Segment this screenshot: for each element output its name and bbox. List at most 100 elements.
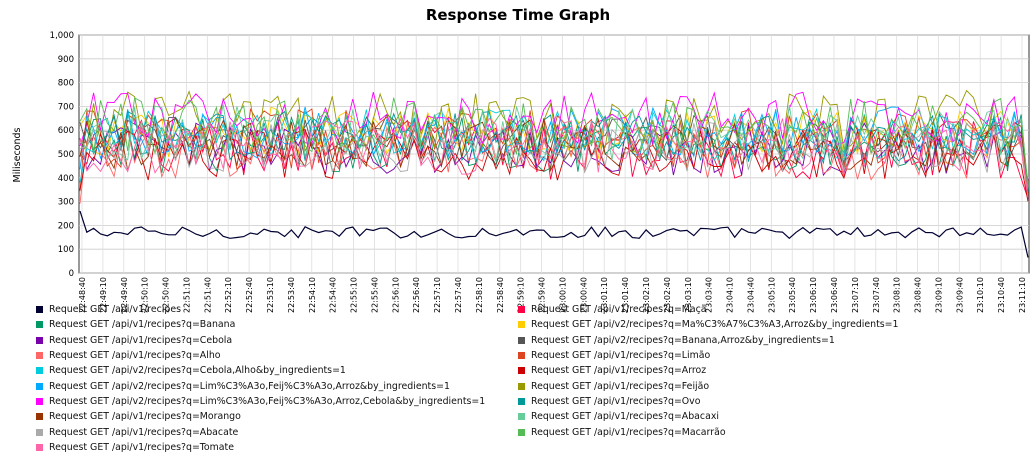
series-line	[79, 104, 1029, 189]
x-tick-label: 23:10:40	[997, 277, 1006, 313]
legend-swatch	[36, 443, 43, 451]
x-tick-label: 22:55:10	[350, 277, 359, 313]
legend-label: Request GET /api/v1/recipes?q=Alho	[49, 350, 221, 362]
x-tick-label: 23:08:10	[893, 277, 902, 313]
legend-label: Request GET /api/v1/recipes?q=Ovo	[531, 395, 701, 407]
x-tick-label: 22:57:10	[433, 277, 442, 313]
legend-item: Request GET /api/v2/recipes?q=Lim%C3%A3o…	[36, 394, 518, 409]
legend-item: Request GET /api/v1/recipes?q=Cebola	[36, 333, 518, 348]
legend-item: Request GET /api/v1/recipes?q=Macarrão	[518, 424, 1000, 439]
legend-label: Request GET /api/v1/recipes?q=Banana	[49, 319, 236, 331]
legend-label: Request GET /api/v1/recipes?q=Cebola	[49, 334, 233, 346]
legend-label: Request GET /api/v1/recipes?q=Arroz	[531, 365, 707, 377]
y-tick-label: 800	[58, 79, 74, 89]
chart-legend: Request GET /api/v1/recipes Request GET /…	[36, 302, 1026, 455]
y-axis-label: Miliseconds	[12, 127, 23, 182]
x-tick-label: 23:09:40	[955, 277, 964, 313]
series-line	[79, 210, 1029, 258]
legend-item: Request GET /api/v1/recipes?q=Abacaxi	[518, 409, 1000, 424]
x-tick-label: 22:53:10	[266, 277, 275, 313]
x-tick-label: 22:53:40	[287, 277, 296, 313]
y-tick-label: 100	[58, 245, 74, 255]
legend-label: Request GET /api/v1/recipes?q=Feijão	[531, 380, 710, 392]
series-line	[79, 91, 1029, 181]
legend-label: Request GET /api/v1/recipes?q=Abacate	[49, 426, 239, 438]
legend-swatch	[518, 367, 525, 375]
x-tick-label: 23:02:10	[642, 277, 651, 313]
legend-label: Request GET /api/v2/recipes?q=Ma%C3%A7%C…	[531, 319, 899, 331]
y-tick-label: 900	[58, 55, 74, 65]
y-tick-label: 1,000	[50, 31, 74, 41]
legend-swatch	[518, 321, 525, 329]
x-tick-label: 23:10:10	[976, 277, 985, 313]
legend-label: Request GET /api/v2/recipes?q=Cebola,Alh…	[49, 365, 346, 377]
x-tick-label: 23:00:40	[579, 277, 588, 313]
x-tick-label: 23:06:10	[809, 277, 818, 313]
x-tick-label: 22:57:40	[454, 277, 463, 313]
y-tick-label: 600	[58, 126, 74, 136]
x-tick-label: 22:58:40	[496, 277, 505, 313]
y-tick-label: 200	[58, 221, 74, 231]
legend-item: Request GET /api/v1/recipes?q=Maçã	[518, 302, 1000, 317]
series-lines	[79, 89, 1029, 258]
x-tick-label: 23:03:10	[684, 277, 693, 313]
x-tick-label: 22:58:10	[475, 277, 484, 313]
legend-item: Request GET /api/v2/recipes?q=Lim%C3%A3o…	[36, 378, 518, 393]
legend-swatch	[36, 397, 43, 405]
x-tick-label: 22:56:40	[412, 277, 421, 313]
legend-swatch	[518, 306, 525, 314]
legend-label: Request GET /api/v1/recipes?q=Maçã	[531, 304, 707, 316]
x-tick-label: 23:05:10	[767, 277, 776, 313]
series-line	[79, 119, 1029, 198]
legend-label: Request GET /api/v2/recipes?q=Lim%C3%A3o…	[49, 395, 486, 407]
legend-label: Request GET /api/v1/recipes?q=Limão	[531, 350, 711, 362]
x-tick-label: 23:04:10	[726, 277, 735, 313]
x-tick-label: 23:07:10	[851, 277, 860, 313]
legend-swatch	[36, 321, 43, 329]
legend-swatch	[36, 367, 43, 375]
x-tick-label: 23:02:40	[663, 277, 672, 313]
x-tick-label: 22:59:40	[538, 277, 547, 313]
legend-item: Request GET /api/v1/recipes?q=Banana	[36, 317, 518, 332]
x-tick-label: 22:54:40	[329, 277, 338, 313]
series-line	[79, 108, 1029, 194]
x-tick-label: 23:01:40	[621, 277, 630, 313]
x-tick-label: 22:49:40	[120, 277, 129, 313]
legend-item: Request GET /api/v1/recipes?q=Limão	[518, 348, 1000, 363]
legend-item: Request GET /api/v2/recipes?q=Cebola,Alh…	[36, 363, 518, 378]
x-tick-label: 23:06:40	[830, 277, 839, 313]
x-tick-label: 23:07:40	[872, 277, 881, 313]
legend-swatch	[518, 397, 525, 405]
y-tick-label: 0	[69, 269, 74, 279]
chart-title: Response Time Graph	[426, 6, 610, 24]
legend-item: Request GET /api/v2/recipes?q=Ma%C3%A7%C…	[518, 317, 1000, 332]
legend-label: Request GET /api/v1/recipes?q=Tomate	[49, 441, 234, 453]
legend-label: Request GET /api/v1/recipes?q=Morango	[49, 411, 241, 423]
legend-swatch	[518, 336, 525, 344]
x-tick-label: 23:08:40	[914, 277, 923, 313]
x-tick-label: 23:11:10	[1018, 277, 1027, 313]
y-tick-label: 500	[58, 150, 74, 160]
legend-item: Request GET /api/v1/recipes?q=Feijão	[518, 378, 1000, 393]
legend-label: Request GET /api/v2/recipes?q=Banana,Arr…	[531, 334, 835, 346]
legend-swatch	[518, 428, 525, 436]
series-line	[79, 89, 1029, 182]
legend-label: Request GET /api/v2/recipes?q=Lim%C3%A3o…	[49, 380, 450, 392]
legend-label: Request GET /api/v1/recipes	[49, 304, 182, 316]
x-tick-label: 22:56:10	[391, 277, 400, 313]
legend-item: Request GET /api/v2/recipes?q=Banana,Arr…	[518, 333, 1000, 348]
legend-swatch	[36, 336, 43, 344]
legend-swatch	[36, 428, 43, 436]
legend-swatch	[518, 413, 525, 421]
legend-item: Request GET /api/v1/recipes?q=Morango	[36, 409, 518, 424]
series-line	[79, 117, 1029, 196]
legend-swatch	[518, 382, 525, 390]
x-tick-label: 22:49:10	[99, 277, 108, 313]
x-tick-label: 23:01:10	[600, 277, 609, 313]
legend-item: Request GET /api/v1/recipes	[36, 302, 518, 317]
series-line	[79, 106, 1029, 189]
x-tick-label: 23:05:40	[788, 277, 797, 313]
legend-item: Request GET /api/v1/recipes?q=Alho	[36, 348, 518, 363]
x-tick-label: 22:55:40	[370, 277, 379, 313]
